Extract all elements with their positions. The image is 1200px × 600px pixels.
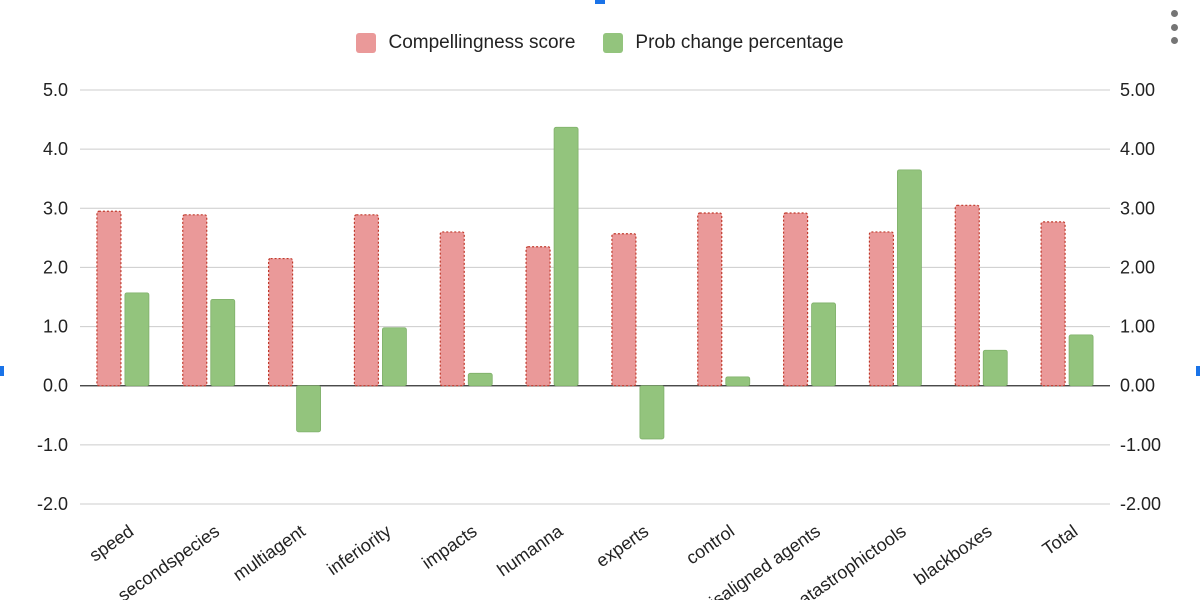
- bar-compellingness: [697, 212, 723, 387]
- bar-prob-change: [382, 327, 407, 387]
- category-label: humanna: [493, 520, 567, 580]
- bar-prob-change: [210, 298, 236, 387]
- right-axis-tick-label: -2.00: [1120, 494, 1161, 514]
- chart-legend: Compellingness score Prob change percent…: [0, 32, 1200, 54]
- category-label: multiagent: [229, 521, 309, 585]
- bar-prob-change: [296, 385, 321, 433]
- chart-menu-icon[interactable]: [1168, 10, 1180, 44]
- category-label: inferiority: [323, 521, 394, 579]
- left-axis-tick-label: 4.0: [43, 139, 68, 159]
- bar-compellingness: [611, 233, 637, 387]
- category-label: experts: [592, 521, 652, 571]
- bar-compellingness: [353, 214, 380, 387]
- bar-compellingness: [96, 210, 122, 387]
- left-axis-tick-label: -1.0: [37, 435, 68, 455]
- selection-handle-top[interactable]: [595, 0, 605, 4]
- left-axis-tick-label: -2.0: [37, 494, 68, 514]
- right-axis-tick-label: 0.00: [1120, 376, 1155, 396]
- bar-compellingness: [868, 231, 895, 387]
- left-axis-tick-label: 0.0: [43, 376, 68, 396]
- category-label: impacts: [418, 521, 480, 573]
- right-axis-tick-label: -1.00: [1120, 435, 1161, 455]
- bar-prob-change: [811, 302, 836, 387]
- bar-compellingness: [525, 246, 551, 387]
- right-axis-tick-label: 4.00: [1120, 139, 1155, 159]
- category-label: blackboxes: [910, 521, 995, 589]
- selection-handle-right[interactable]: [1196, 366, 1200, 376]
- left-axis-tick-label: 1.0: [43, 317, 68, 337]
- selection-handle-left[interactable]: [0, 366, 4, 376]
- right-axis-tick-label: 1.00: [1120, 317, 1155, 337]
- bar-prob-change: [124, 292, 150, 387]
- bar-prob-change: [553, 126, 579, 387]
- legend-item-prob-change[interactable]: Prob change percentage: [603, 32, 844, 54]
- bar-prob-change: [982, 349, 1008, 387]
- right-axis-tick-label: 5.00: [1120, 80, 1155, 100]
- left-axis-tick-label: 2.0: [43, 257, 68, 277]
- legend-swatch-prob-change: [603, 33, 624, 53]
- bar-compellingness: [1040, 221, 1066, 387]
- legend-swatch-compellingness: [356, 33, 377, 53]
- bar-compellingness: [439, 231, 465, 387]
- bar-compellingness: [782, 212, 809, 387]
- category-label: Total: [1039, 521, 1082, 559]
- bar-prob-change: [1068, 334, 1094, 387]
- bar-prob-change: [467, 372, 493, 387]
- right-axis-tick-label: 3.00: [1120, 198, 1155, 218]
- left-axis-tick-label: 3.0: [43, 198, 68, 218]
- legend-label-compellingness: Compellingness score: [388, 32, 576, 53]
- bar-compellingness: [267, 257, 294, 387]
- legend-label-prob-change: Prob change percentage: [635, 32, 844, 53]
- bar-prob-change: [897, 169, 922, 387]
- left-axis-tick-label: 5.0: [43, 80, 68, 100]
- category-label: speed: [86, 521, 138, 566]
- bar-prob-change: [639, 385, 665, 440]
- category-label: control: [682, 521, 738, 568]
- bar-prob-change: [725, 376, 751, 387]
- legend-item-compellingness[interactable]: Compellingness score: [356, 32, 575, 54]
- bar-compellingness: [954, 204, 980, 387]
- bar-compellingness: [182, 214, 208, 387]
- right-axis-tick-label: 2.00: [1120, 257, 1155, 277]
